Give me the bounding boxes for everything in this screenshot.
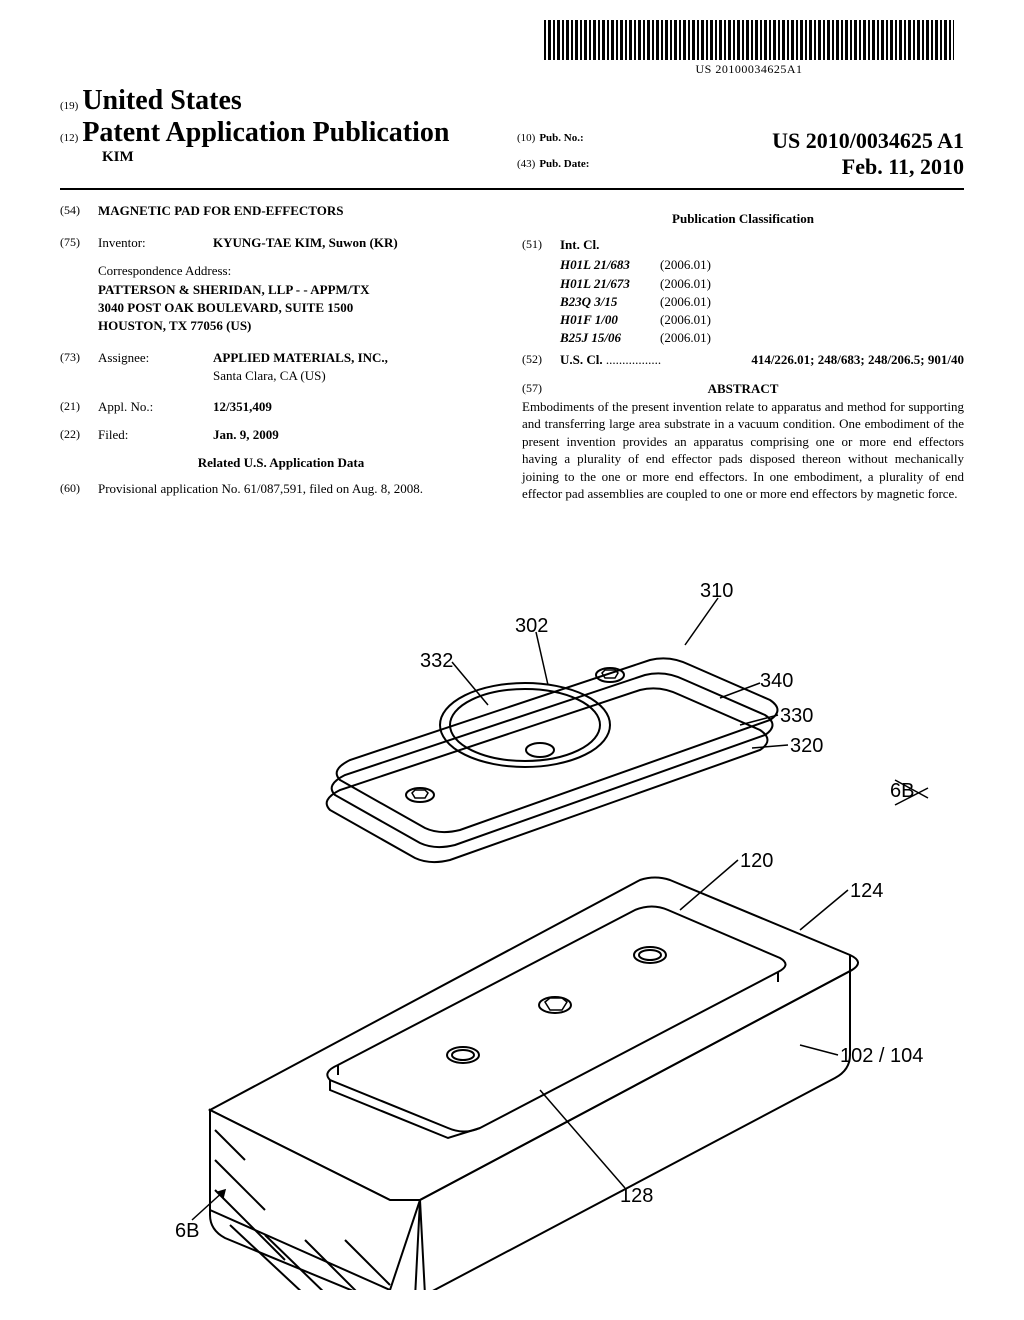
barcode-graphic xyxy=(544,20,954,60)
barcode-text: US 20100034625A1 xyxy=(544,62,954,77)
right-column: Publication Classification (51) Int. Cl.… xyxy=(522,202,964,508)
intcl-label: Int. Cl. xyxy=(560,236,599,254)
abstract-heading: ABSTRACT xyxy=(560,380,964,398)
code-43: (43) xyxy=(517,158,535,170)
pub-date-label: Pub. Date: xyxy=(539,158,589,170)
invention-title: MAGNETIC PAD FOR END-EFFECTORS xyxy=(98,202,502,220)
pub-date: Feb. 11, 2010 xyxy=(842,154,964,180)
provisional-text: Provisional application No. 61/087,591, … xyxy=(98,480,502,498)
figure-reference-label: 6B xyxy=(175,1220,199,1243)
uscl-label: U.S. Cl. xyxy=(560,352,603,367)
intcl-year: (2006.01) xyxy=(660,329,711,347)
pub-no: US 2010/0034625 A1 xyxy=(772,128,964,154)
country: United States xyxy=(82,85,241,116)
intcl-code-value: H01F 1/00 xyxy=(560,311,660,329)
figure-reference-label: 332 xyxy=(420,650,453,673)
pub-no-label: Pub. No.: xyxy=(539,132,583,144)
filed-code: (22) xyxy=(60,426,98,444)
assignee-code: (73) xyxy=(60,349,98,385)
barcode-block: US 20100034625A1 xyxy=(544,20,954,77)
correspondence-label: Correspondence Address: xyxy=(98,262,502,280)
code-10: (10) xyxy=(517,132,535,144)
figure-reference-label: 330 xyxy=(780,705,813,728)
code-19: (19) xyxy=(60,100,78,112)
inventor-label: Inventor: xyxy=(98,234,213,252)
uscl-dots: ................. xyxy=(606,352,661,367)
figure-reference-label: 128 xyxy=(620,1185,653,1208)
intcl-row: H01F 1/00(2006.01) xyxy=(560,311,964,329)
header-block: (19) United States (12) Patent Applicati… xyxy=(60,85,964,180)
provisional-code: (60) xyxy=(60,480,98,498)
left-column: (54) MAGNETIC PAD FOR END-EFFECTORS (75)… xyxy=(60,202,502,508)
assignee-label: Assignee: xyxy=(98,349,213,385)
correspondence-line3: HOUSTON, TX 77056 (US) xyxy=(98,317,502,335)
filed-value: Jan. 9, 2009 xyxy=(213,426,502,444)
figure-reference-label: 120 xyxy=(740,850,773,873)
patent-figure: 310 302 332 340 330 320 6B 120 124 102 / 104 128 6B xyxy=(80,570,950,1290)
intcl-code-value: B25J 15/06 xyxy=(560,329,660,347)
intcl-year: (2006.01) xyxy=(660,256,711,274)
assignee-location: Santa Clara, CA (US) xyxy=(213,368,326,383)
uscl-code: (52) xyxy=(522,351,560,369)
intcl-code-value: H01L 21/683 xyxy=(560,256,660,274)
correspondence-line2: 3040 POST OAK BOULEVARD, SUITE 1500 xyxy=(98,299,502,317)
intcl-year: (2006.01) xyxy=(660,293,711,311)
intcl-code-value: B23Q 3/15 xyxy=(560,293,660,311)
code-12: (12) xyxy=(60,132,78,144)
filed-label: Filed: xyxy=(98,426,213,444)
intcl-list: H01L 21/683(2006.01)H01L 21/673(2006.01)… xyxy=(522,256,964,347)
intcl-row: B25J 15/06(2006.01) xyxy=(560,329,964,347)
intcl-year: (2006.01) xyxy=(660,311,711,329)
figure-reference-label: 310 xyxy=(700,580,733,603)
intcl-row: H01L 21/683(2006.01) xyxy=(560,256,964,274)
correspondence-line1: PATTERSON & SHERIDAN, LLP - - APPM/TX xyxy=(98,281,502,299)
pub-class-heading: Publication Classification xyxy=(522,210,964,228)
figure-reference-label: 320 xyxy=(790,735,823,758)
assignee-value: APPLIED MATERIALS, INC., xyxy=(213,350,388,365)
figure-reference-label: 124 xyxy=(850,880,883,903)
appl-code: (21) xyxy=(60,398,98,416)
figure-reference-label: 302 xyxy=(515,615,548,638)
publication-type: Patent Application Publication xyxy=(82,117,449,148)
header-divider xyxy=(60,188,964,190)
inventor-code: (75) xyxy=(60,234,98,252)
inventor-value: KYUNG-TAE KIM, Suwon (KR) xyxy=(213,234,502,252)
appl-value: 12/351,409 xyxy=(213,398,502,416)
intcl-row: B23Q 3/15(2006.01) xyxy=(560,293,964,311)
uscl-value: 414/226.01; 248/683; 248/206.5; 901/40 xyxy=(751,351,964,369)
figure-reference-label: 102 / 104 xyxy=(840,1045,923,1068)
title-code: (54) xyxy=(60,202,98,220)
intcl-row: H01L 21/673(2006.01) xyxy=(560,275,964,293)
header-author: KIM xyxy=(102,149,507,166)
abstract-text: Embodiments of the present invention rel… xyxy=(522,398,964,503)
intcl-code: (51) xyxy=(522,236,560,254)
related-data-heading: Related U.S. Application Data xyxy=(60,454,502,472)
intcl-code-value: H01L 21/673 xyxy=(560,275,660,293)
figure-svg xyxy=(80,570,950,1290)
abstract-code: (57) xyxy=(522,380,560,398)
appl-label: Appl. No.: xyxy=(98,398,213,416)
figure-reference-label: 6B xyxy=(890,780,914,803)
bibliographic-columns: (54) MAGNETIC PAD FOR END-EFFECTORS (75)… xyxy=(60,202,964,508)
intcl-year: (2006.01) xyxy=(660,275,711,293)
figure-reference-label: 340 xyxy=(760,670,793,693)
